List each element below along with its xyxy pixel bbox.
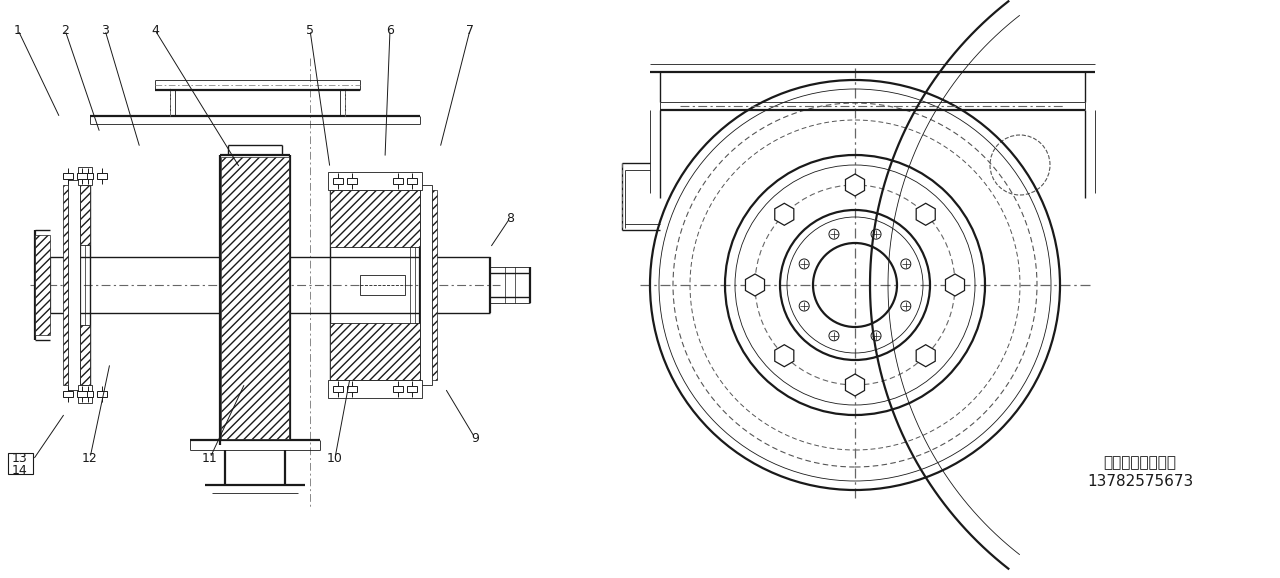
Text: 8: 8 [506,212,515,224]
Bar [35,235,50,335]
Bar [347,178,357,184]
Bar [83,173,93,179]
Bar [77,391,87,397]
Text: 12: 12 [82,451,97,465]
Text: 4: 4 [151,24,159,36]
Bar [330,323,420,380]
Bar [360,275,404,295]
Text: 13: 13 [12,451,28,465]
Bar [83,391,93,397]
Bar [79,325,90,385]
Text: 10: 10 [328,451,343,465]
Bar [333,178,343,184]
Bar [328,172,422,190]
Bar [68,180,79,390]
Bar [63,173,73,179]
Bar [433,190,436,380]
Bar [78,385,92,403]
Text: 河南中原奥起实业: 河南中原奥起实业 [1103,455,1176,470]
Bar [347,386,357,392]
Bar [407,386,417,392]
Polygon shape [946,274,965,296]
Text: 5: 5 [306,24,314,36]
Polygon shape [846,374,864,396]
Bar [79,185,90,245]
Bar [393,386,403,392]
Polygon shape [916,203,936,225]
Polygon shape [846,174,864,196]
Polygon shape [774,344,794,366]
Bar [97,173,108,179]
Bar [328,380,422,398]
Bar [97,391,108,397]
Polygon shape [774,203,794,225]
Bar [8,453,33,474]
Text: 3: 3 [101,24,109,36]
Text: 6: 6 [387,24,394,36]
Text: 2: 2 [61,24,69,36]
Polygon shape [916,344,936,366]
Bar [407,178,417,184]
Bar [420,185,433,385]
Text: 1: 1 [14,24,22,36]
Bar [333,386,343,392]
Bar [78,167,92,185]
Text: 9: 9 [471,432,479,444]
Bar [221,157,289,439]
Bar [393,178,403,184]
Text: 11: 11 [202,451,218,465]
Text: 14: 14 [12,464,28,476]
Text: 13782575673: 13782575673 [1087,473,1193,488]
Polygon shape [745,274,764,296]
Bar [77,173,87,179]
Bar [330,190,420,247]
Bar [63,391,73,397]
Bar [63,185,68,385]
Text: 7: 7 [466,24,474,36]
